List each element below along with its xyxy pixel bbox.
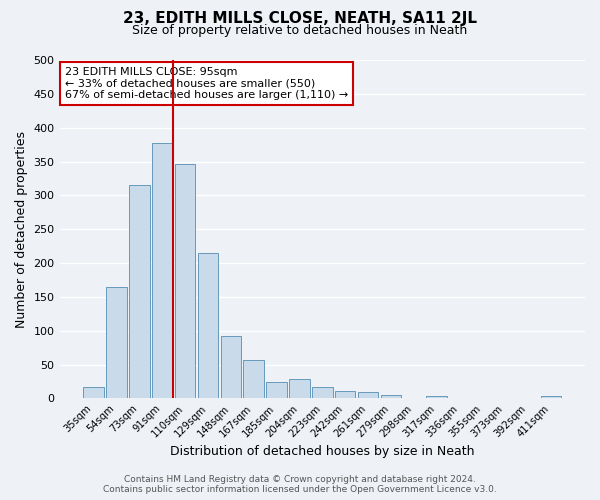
Text: 23 EDITH MILLS CLOSE: 95sqm
← 33% of detached houses are smaller (550)
67% of se: 23 EDITH MILLS CLOSE: 95sqm ← 33% of det… [65, 67, 348, 100]
Bar [129, 185, 150, 398]
Bar [83, 387, 104, 398]
Bar [106, 287, 127, 399]
Y-axis label: Number of detached properties: Number of detached properties [15, 130, 28, 328]
Bar [358, 392, 378, 398]
Text: Contains HM Land Registry data © Crown copyright and database right 2024.
Contai: Contains HM Land Registry data © Crown c… [103, 474, 497, 494]
Bar [266, 382, 287, 398]
Text: Size of property relative to detached houses in Neath: Size of property relative to detached ho… [133, 24, 467, 37]
Bar [244, 360, 264, 399]
Bar [198, 253, 218, 398]
Bar [289, 379, 310, 398]
Bar [380, 395, 401, 398]
Bar [221, 336, 241, 398]
X-axis label: Distribution of detached houses by size in Neath: Distribution of detached houses by size … [170, 444, 475, 458]
Bar [335, 391, 355, 398]
Bar [541, 396, 561, 398]
Bar [426, 396, 447, 398]
Bar [312, 387, 332, 398]
Text: 23, EDITH MILLS CLOSE, NEATH, SA11 2JL: 23, EDITH MILLS CLOSE, NEATH, SA11 2JL [123, 11, 477, 26]
Bar [175, 164, 196, 398]
Bar [152, 142, 173, 398]
